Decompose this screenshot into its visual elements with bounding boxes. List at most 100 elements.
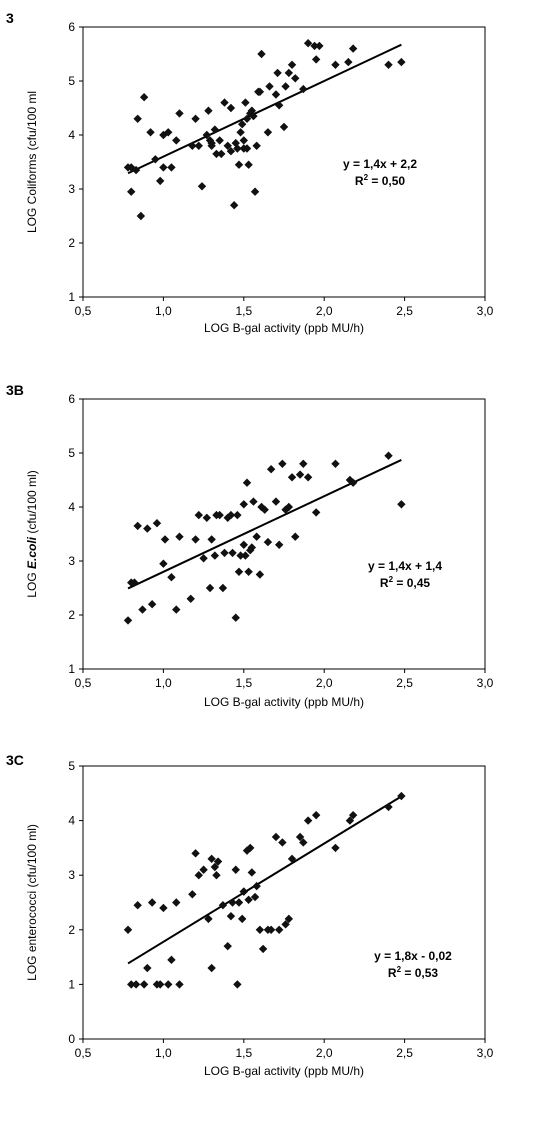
data-point [331,60,340,69]
r-squared: R2 = 0,45 [380,575,430,590]
y-axis-label-part: E.coli [25,536,39,569]
data-point [233,510,242,520]
y-axis-label: LOG Coliforms (cfu/100 ml [25,91,39,233]
data-point [138,605,147,614]
data-point [384,451,393,460]
data-point [167,573,176,582]
data-point [220,98,229,107]
data-point [236,128,245,137]
r-squared-value: = 0,53 [401,966,438,980]
data-point [331,843,340,853]
y-axis-label: LOG enterococci (cfu/100 ml) [25,824,39,981]
x-tick-label: 3,0 [477,304,494,318]
r-squared-label: R [388,966,397,980]
data-point [194,871,203,880]
y-tick-label: 3 [68,868,75,882]
data-point [344,57,353,67]
data-point [133,521,142,531]
data-point [287,60,297,69]
x-tick-label: 2,5 [396,676,413,690]
data-point [131,165,141,175]
y-tick-label: 3 [68,554,75,568]
data-point [239,540,248,549]
data-point [311,508,321,517]
data-point [159,559,168,568]
data-point [249,497,258,506]
data-point [266,465,276,474]
panel-label: 3B [6,382,24,398]
plot-frame [82,765,486,1040]
y-tick-label: 2 [68,608,75,622]
data-point [281,82,290,91]
data-point [397,500,406,509]
r-squared-label: R [355,174,364,188]
data-point [147,600,157,609]
chart-ecoli: 0,5 1,0 1,5 2,0 2,5 3,0 1 2 3 4 5 6 LOG B-gal activi… [25,392,494,709]
data-point [188,890,197,899]
data-point [123,616,133,625]
data-point [295,470,305,479]
data-point [210,551,220,560]
y-tick-label: 4 [68,814,75,828]
data-point [278,838,287,847]
data-point [139,980,149,989]
data-point [172,898,181,907]
data-point [348,44,358,53]
data-point [299,459,308,468]
data-point [239,136,248,145]
panel-enterococci: 3C 0,5 1,0 1,5 2,0 2,5 3,0 0 1 2 3 4 5 LOG B-gal act… [0,752,539,1147]
panel-label: 3 [6,10,14,26]
data-point [348,478,358,487]
x-tick-label: 2,5 [396,304,413,318]
data-point [247,543,257,552]
data-point [204,914,213,924]
panel-ecoli: 3B 0,5 1,0 1,5 2,0 2,5 3,0 1 2 3 4 5 6 LOG B-gal act… [0,382,539,752]
data-point [186,594,195,603]
panel-coliforms: 3 0,5 1,0 1,5 2,0 2,5 3,0 1 2 3 4 5 6 LOG B-gal acti… [0,10,539,380]
data-point [247,106,257,115]
data-point [249,111,258,121]
data-point [255,87,265,96]
x-tick-label: 1,0 [155,304,172,318]
data-point [194,510,203,520]
data-point [172,605,181,614]
plot-frame [82,398,486,670]
data-point [175,532,184,541]
y-tick-label: 2 [68,236,75,250]
data-point [255,925,265,934]
data-point [233,980,242,989]
data-point [217,149,226,159]
x-tick-label: 1,5 [235,1046,252,1060]
data-point [252,532,261,541]
data-point [152,519,162,528]
data-point [164,980,173,989]
data-point [250,187,260,196]
data-point [160,535,170,544]
y-tick-label: 6 [68,20,75,34]
data-point [167,163,176,172]
data-point [191,849,200,858]
data-point [215,136,224,145]
data-point [151,155,160,164]
data-point [223,941,232,951]
data-point [220,548,229,558]
data-point [384,802,393,812]
x-tick-label: 2,0 [316,304,333,318]
data-point [263,128,273,137]
data-point [231,865,240,874]
y-tick-label: 1 [68,662,75,676]
y-tick-label: 3 [68,182,75,196]
data-point [237,120,247,129]
data-point [274,101,284,110]
data-point [212,149,221,159]
data-point [260,505,269,514]
x-tick-label: 0,5 [75,304,92,318]
data-point [303,473,313,482]
data-point [205,583,215,593]
data-point [202,513,212,522]
panel-label: 3C [6,752,24,768]
data-point [252,141,261,150]
y-tick-label: 6 [68,392,75,406]
data-point [175,980,184,989]
data-point [136,211,146,221]
